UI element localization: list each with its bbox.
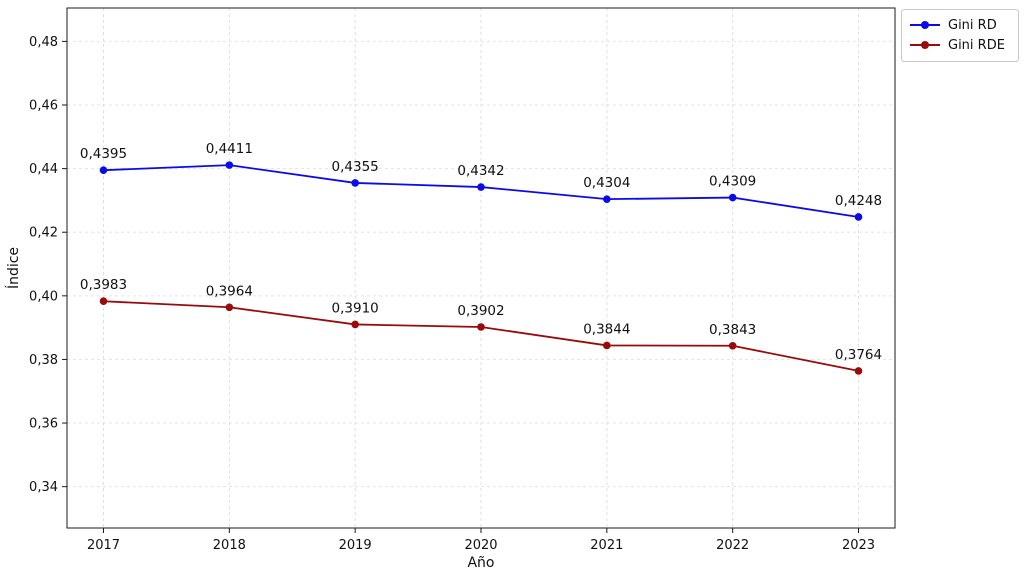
legend-label: Gini RDE bbox=[948, 37, 1005, 53]
point-value-label: 0,4309 bbox=[709, 174, 756, 190]
y-tick-label: 0,46 bbox=[29, 99, 58, 114]
data-point bbox=[728, 193, 737, 202]
x-tick-label: 2021 bbox=[590, 538, 623, 553]
legend-item-gini-rde: Gini RDE bbox=[910, 35, 1010, 55]
data-point bbox=[477, 183, 485, 191]
legend-item-gini-rd: Gini RD bbox=[910, 15, 1010, 35]
y-tick-label: 0,40 bbox=[29, 289, 58, 304]
y-tick-label: 0,44 bbox=[29, 162, 58, 177]
point-labels: 0,4395 0,4411 0,4355 0,4342 0,4304 0,4309 0,42… bbox=[80, 141, 882, 363]
legend-line-marker-icon bbox=[910, 20, 940, 30]
y-axis-label: Índice bbox=[5, 247, 22, 289]
point-value-label: 0,3764 bbox=[835, 347, 882, 363]
point-value-label: 0,3902 bbox=[457, 303, 504, 319]
axis-ticks bbox=[62, 40, 860, 533]
point-value-label: 0,4248 bbox=[835, 193, 882, 209]
x-tick-label: 2017 bbox=[87, 538, 120, 553]
point-value-label: 0,3983 bbox=[80, 277, 127, 293]
y-tick-label: 0,48 bbox=[29, 35, 58, 50]
data-point bbox=[477, 323, 485, 331]
data-point bbox=[854, 367, 863, 375]
x-tick-label: 2018 bbox=[213, 538, 246, 553]
gridlines bbox=[67, 8, 895, 528]
data-point bbox=[225, 303, 234, 312]
point-value-label: 0,3844 bbox=[583, 321, 630, 337]
plot-border bbox=[66, 7, 896, 529]
data-point bbox=[603, 341, 611, 350]
point-value-label: 0,4342 bbox=[457, 163, 504, 179]
data-point bbox=[99, 166, 108, 175]
x-tick-label: 2020 bbox=[464, 538, 497, 553]
data-point bbox=[728, 341, 737, 350]
point-value-label: 0,4355 bbox=[332, 159, 379, 175]
data-point bbox=[99, 297, 108, 306]
x-tick-label: 2019 bbox=[339, 538, 372, 553]
data-point bbox=[351, 320, 359, 329]
legend-label: Gini RD bbox=[948, 17, 997, 33]
y-tick-label: 0,42 bbox=[29, 226, 58, 241]
y-tick-label: 0,36 bbox=[29, 417, 58, 432]
data-point bbox=[351, 179, 359, 187]
data-series bbox=[99, 161, 863, 375]
tick-labels: 0,34 0,36 0,38 0,40 0,42 0,44 0,46 0,48 2017 2018… bbox=[29, 35, 875, 553]
point-value-label: 0,3910 bbox=[332, 300, 379, 316]
x-tick-label: 2022 bbox=[716, 538, 749, 553]
x-tick-label: 2023 bbox=[842, 538, 875, 553]
y-tick-label: 0,38 bbox=[29, 353, 58, 368]
data-point bbox=[225, 161, 234, 169]
point-value-label: 0,4304 bbox=[583, 175, 630, 191]
point-value-label: 0,3964 bbox=[206, 283, 253, 299]
point-value-label: 0,3843 bbox=[709, 322, 756, 338]
legend-line-marker-icon bbox=[910, 40, 940, 50]
point-value-label: 0,4395 bbox=[80, 146, 127, 162]
data-point bbox=[854, 213, 863, 221]
legend: Gini RD Gini RDE bbox=[901, 9, 1019, 62]
x-axis-label: Año bbox=[467, 555, 494, 571]
y-tick-label: 0,34 bbox=[29, 480, 58, 495]
data-point bbox=[603, 195, 611, 203]
point-value-label: 0,4411 bbox=[206, 141, 253, 157]
